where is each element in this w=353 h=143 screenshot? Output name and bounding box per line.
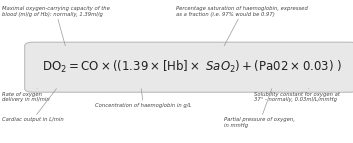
Text: Concentration of haemoglobin in g/L: Concentration of haemoglobin in g/L [95,89,192,108]
Text: Cardiac output in L/min: Cardiac output in L/min [2,89,64,122]
Text: Maximal oxygen-carrying capacity of the
blood (ml/g of Hb): normally, 1.39ml/g: Maximal oxygen-carrying capacity of the … [2,6,110,46]
FancyBboxPatch shape [25,42,353,92]
Text: Rate of oxygen
delivery in ml/min: Rate of oxygen delivery in ml/min [2,89,49,102]
Text: Partial pressure of oxygen,
in mmHg: Partial pressure of oxygen, in mmHg [224,89,295,128]
Text: Percentage saturation of haemoglobin, expressed
as a fraction (i.e. 97% would be: Percentage saturation of haemoglobin, ex… [176,6,309,46]
Text: $\mathregular{DO_2 = CO \times ((1.39 \times [Hb] \times\ }$$\mathit{SaO_2}$$\ma: $\mathregular{DO_2 = CO \times ((1.39 \t… [42,58,342,75]
Text: Solubility constant for oxygen at
37° - normally, 0.03ml/L/mmHg: Solubility constant for oxygen at 37° - … [254,89,340,102]
